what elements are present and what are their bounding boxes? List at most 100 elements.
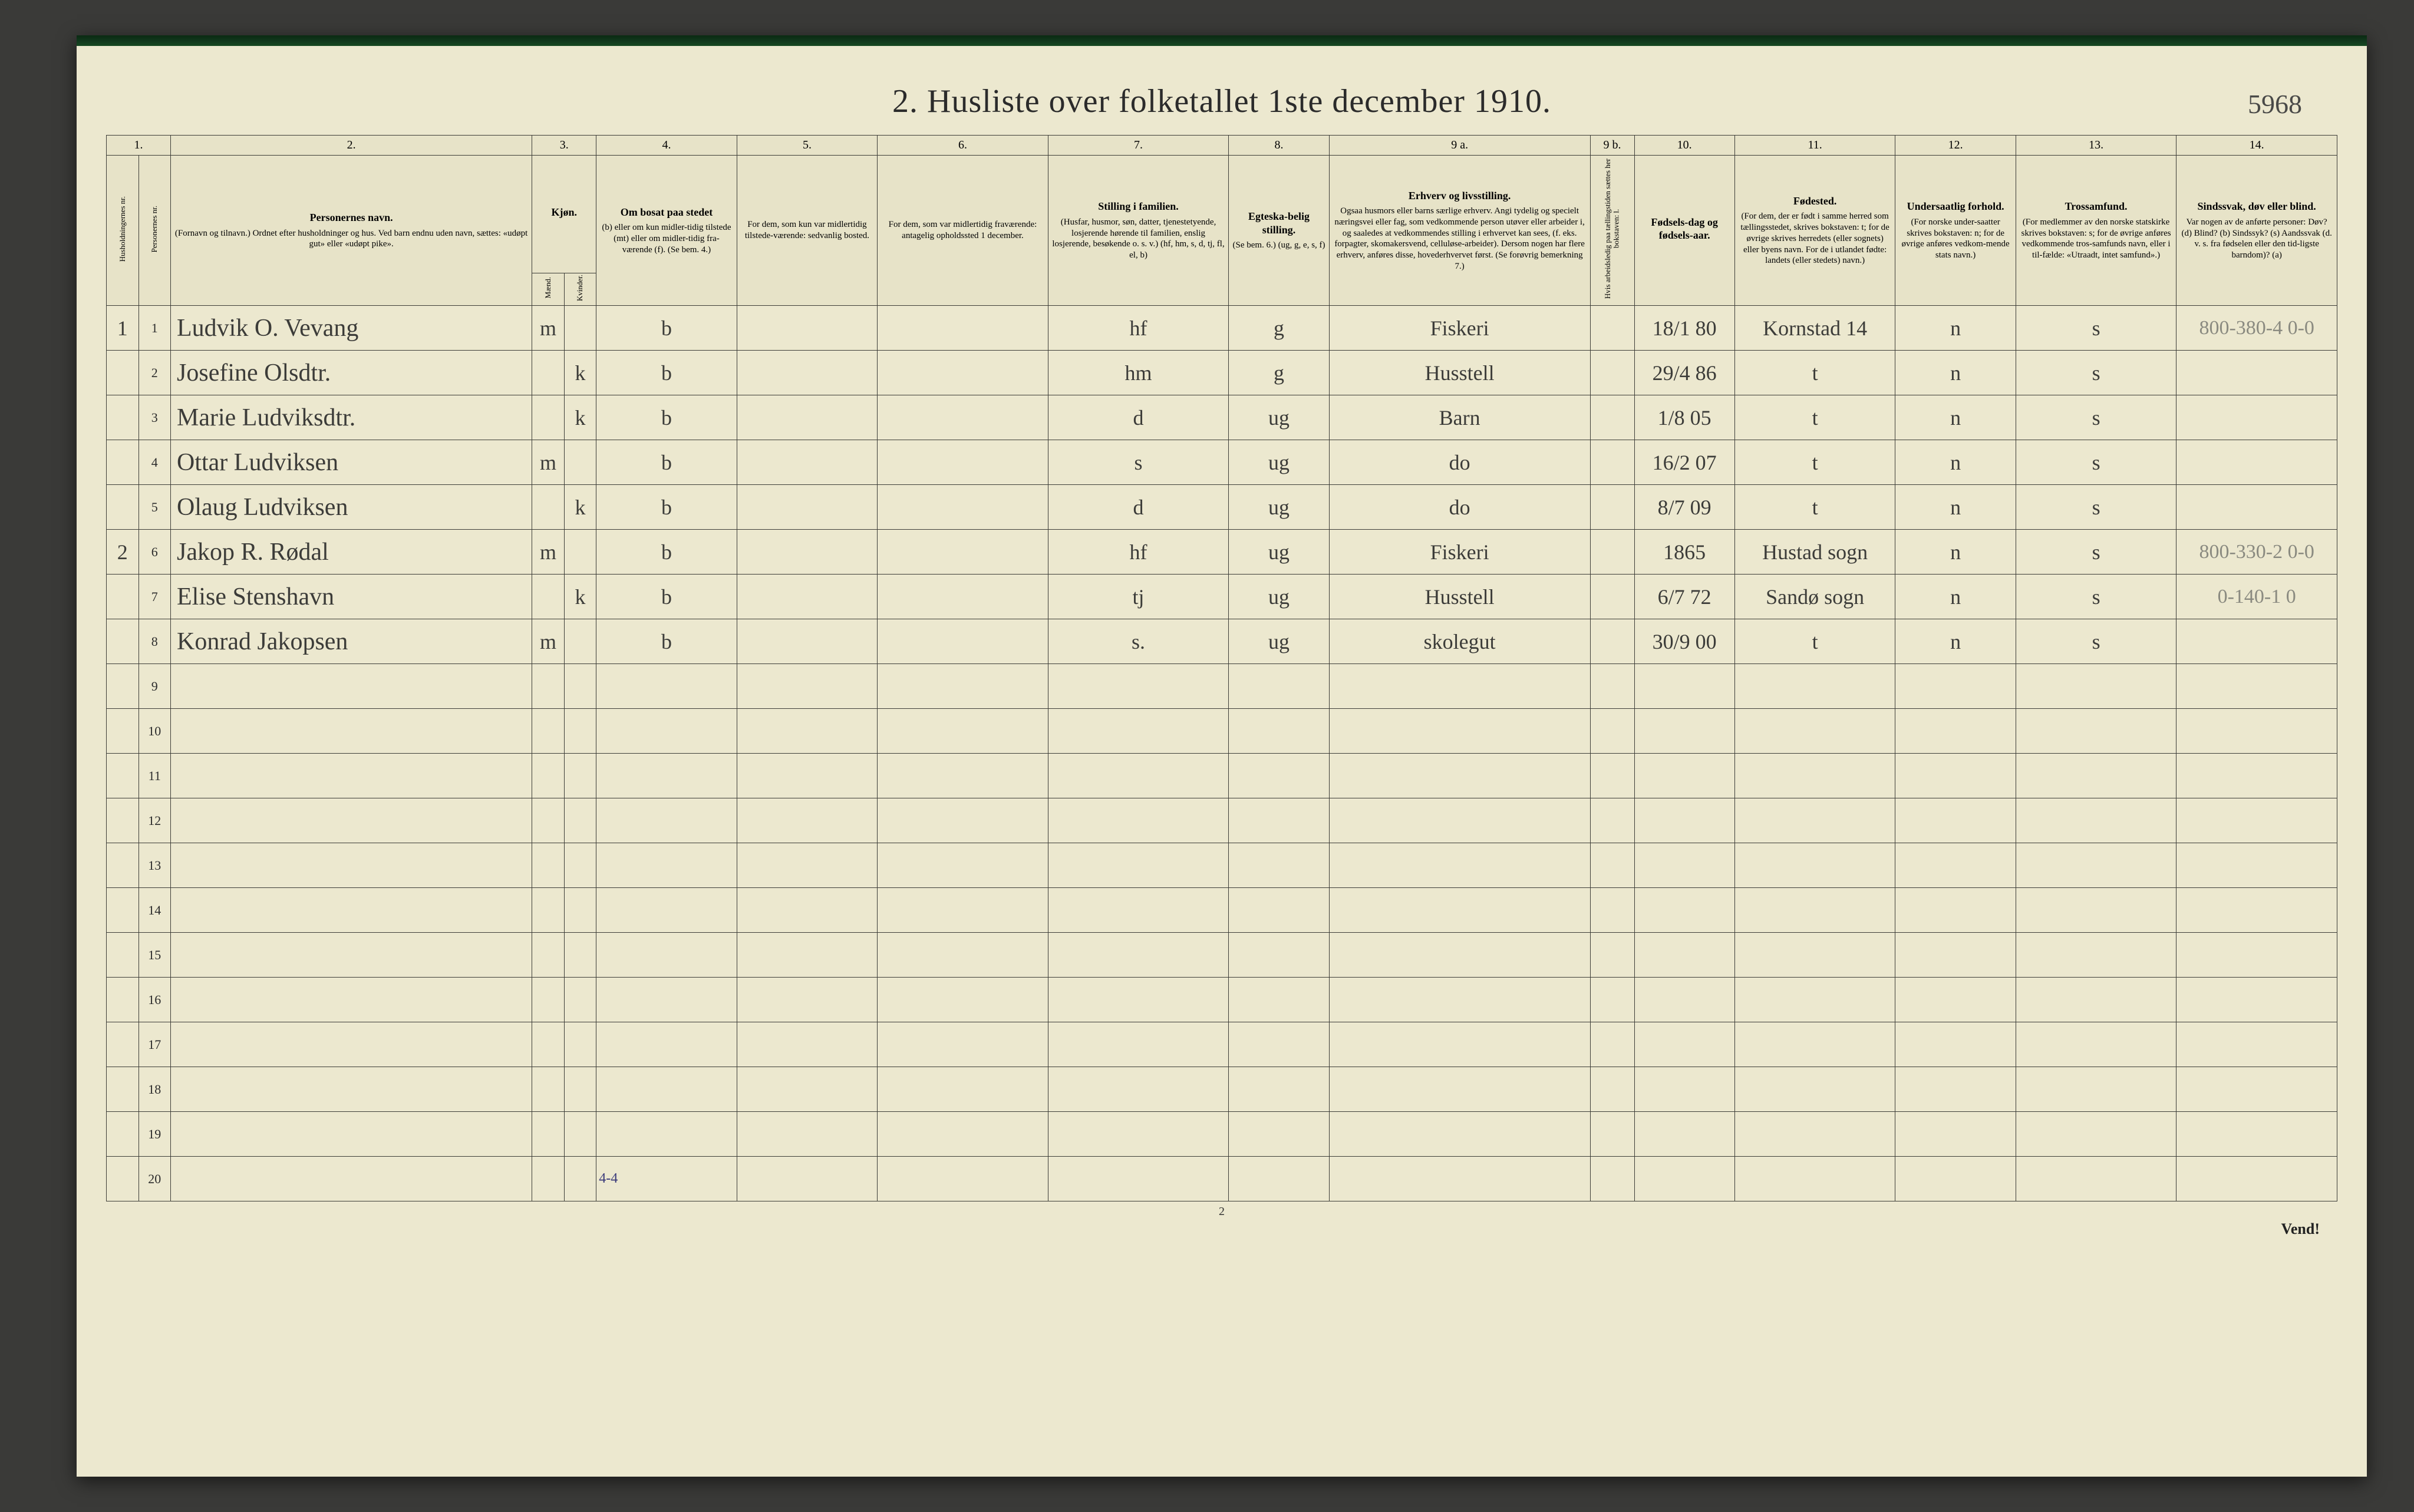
cell-empty <box>1229 888 1329 933</box>
cell-family-pos: s <box>1048 440 1229 485</box>
cell-empty <box>2176 1067 2337 1112</box>
cell-empty <box>1048 888 1229 933</box>
cell-name <box>171 798 532 843</box>
cell-c5 <box>737 440 877 485</box>
table-row: 2Josefine Olsdtr.kbhmgHusstell29/4 86tns <box>107 351 2337 395</box>
cell-sex-k <box>564 530 596 575</box>
cell-name <box>171 1157 532 1201</box>
coln-2: 2. <box>171 136 532 156</box>
cell-residence: b <box>596 619 737 664</box>
cell-c14 <box>2176 395 2337 440</box>
cell-born: 1865 <box>1634 530 1734 575</box>
cell-person-nr: 1 <box>138 306 171 351</box>
cell-sex-m <box>532 798 565 843</box>
cell-household-nr <box>107 485 139 530</box>
hdr-11-title: Fødested. <box>1739 194 1892 208</box>
cell-sex-m <box>532 933 565 978</box>
cell-empty <box>1734 1112 1895 1157</box>
cell-empty <box>737 888 877 933</box>
cell-empty <box>1048 1112 1229 1157</box>
cell-residence <box>596 1067 737 1112</box>
cell-9b <box>1590 440 1634 485</box>
cell-empty <box>2176 664 2337 709</box>
cell-sex-m <box>532 664 565 709</box>
cell-empty <box>1329 843 1590 888</box>
cell-empty <box>1590 1022 1634 1067</box>
cell-born: 29/4 86 <box>1634 351 1734 395</box>
cell-c6 <box>878 440 1048 485</box>
cell-empty <box>1634 754 1734 798</box>
cell-name <box>171 1022 532 1067</box>
cell-household-nr <box>107 798 139 843</box>
cell-civil-status: ug <box>1229 485 1329 530</box>
cell-person-nr: 18 <box>138 1067 171 1112</box>
cell-empty <box>1634 798 1734 843</box>
cell-household-nr <box>107 709 139 754</box>
cell-nationality: n <box>1895 395 2016 440</box>
cell-empty <box>1634 664 1734 709</box>
cell-sex-k: k <box>564 395 596 440</box>
cell-empty <box>737 1022 877 1067</box>
cell-sex-m <box>532 395 565 440</box>
cell-empty <box>1329 888 1590 933</box>
cell-residence <box>596 933 737 978</box>
cell-civil-status: ug <box>1229 575 1329 619</box>
cell-9b <box>1590 395 1634 440</box>
title-row: 2. Husliste over folketallet 1ste decemb… <box>106 82 2337 120</box>
cell-faith: s <box>2016 351 2176 395</box>
cell-sex-k <box>564 709 596 754</box>
cell-empty <box>2176 1112 2337 1157</box>
cell-empty <box>2176 1022 2337 1067</box>
cell-c5 <box>737 306 877 351</box>
cell-c6 <box>878 619 1048 664</box>
hdr-8-title: Egteska-belig stilling. <box>1232 210 1325 236</box>
cell-empty <box>1895 888 2016 933</box>
cell-person-nr: 3 <box>138 395 171 440</box>
hdr-11: Fødested. (For dem, der er født i samme … <box>1734 156 1895 306</box>
cell-empty <box>1734 754 1895 798</box>
cell-sex-k: k <box>564 485 596 530</box>
cell-sex-k <box>564 754 596 798</box>
cell-empty <box>2176 754 2337 798</box>
cell-household-nr: 1 <box>107 306 139 351</box>
footer: 2 Vend! <box>106 1205 2337 1240</box>
cell-9b <box>1590 530 1634 575</box>
cell-empty <box>1590 933 1634 978</box>
cell-sex-k: k <box>564 351 596 395</box>
cell-empty <box>878 798 1048 843</box>
cell-household-nr <box>107 664 139 709</box>
cell-c6 <box>878 485 1048 530</box>
cell-residence <box>596 664 737 709</box>
cell-nationality: n <box>1895 440 2016 485</box>
hdr-12-title: Undersaatlig forhold. <box>1899 200 2011 213</box>
cell-faith: s <box>2016 395 2176 440</box>
cell-name: Ludvik O. Vevang <box>171 306 532 351</box>
cell-residence: b <box>596 440 737 485</box>
hdr-13-body: (For medlemmer av den norske statskirke … <box>2020 217 2173 261</box>
cell-empty <box>2016 798 2176 843</box>
cell-faith: s <box>2016 575 2176 619</box>
cell-household-nr <box>107 619 139 664</box>
cell-born: 6/7 72 <box>1634 575 1734 619</box>
cell-empty <box>1634 843 1734 888</box>
hdr-10-title: Fødsels-dag og fødsels-aar. <box>1638 216 1731 242</box>
cell-name <box>171 1112 532 1157</box>
cell-empty <box>878 843 1048 888</box>
hdr-12: Undersaatlig forhold. (For norske under-… <box>1895 156 2016 306</box>
cell-sex-k <box>564 1067 596 1112</box>
cell-c14: 800-330-2 0-0 <box>2176 530 2337 575</box>
hdr-14: Sindssvak, døv eller blind. Var nogen av… <box>2176 156 2337 306</box>
cell-empty <box>2016 978 2176 1022</box>
cell-person-nr: 6 <box>138 530 171 575</box>
cell-household-nr <box>107 888 139 933</box>
hdr-4-body: (b) eller om kun midler-tidig tilstede (… <box>600 222 733 255</box>
cell-name: Konrad Jakopsen <box>171 619 532 664</box>
cell-residence: b <box>596 530 737 575</box>
coln-10: 10. <box>1634 136 1734 156</box>
cell-empty <box>878 1112 1048 1157</box>
cell-sex-m <box>532 888 565 933</box>
column-header-row: Husholdningernes nr. Personernes nr. Per… <box>107 156 2337 273</box>
cell-empty <box>1329 978 1590 1022</box>
cell-empty <box>1590 843 1634 888</box>
hdr-1b-label: Personernes nr. <box>150 206 159 252</box>
